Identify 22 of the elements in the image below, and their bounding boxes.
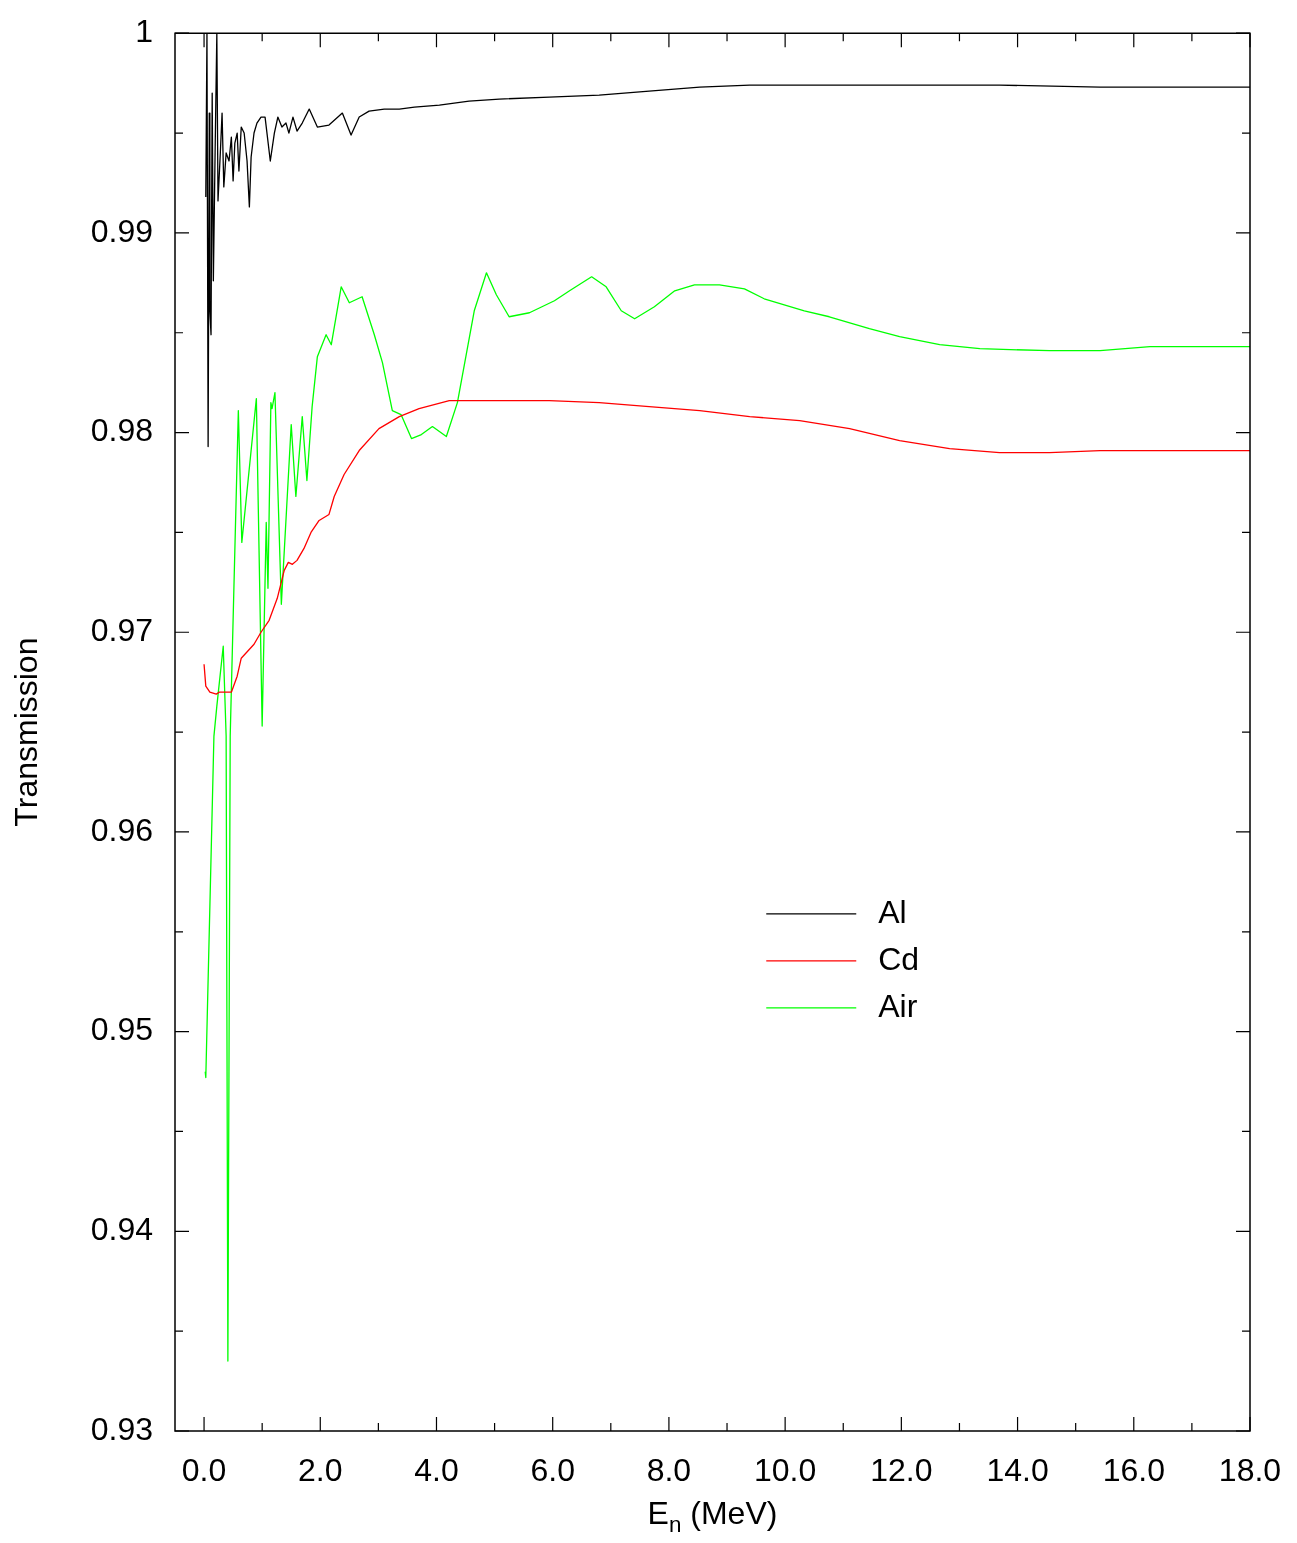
x-tick-label: 0.0 <box>181 1452 227 1489</box>
x-tick-label: 18.0 <box>1218 1452 1282 1489</box>
legend-label: Air <box>878 987 918 1024</box>
x-tick-label: 4.0 <box>414 1452 459 1489</box>
x-tick-label: 10.0 <box>753 1452 817 1489</box>
y-axis-title: Transmission <box>7 637 44 827</box>
y-tick-label: 0.99 <box>90 212 153 249</box>
legend-label: Cd <box>878 940 920 977</box>
x-tick-label: 16.0 <box>1102 1452 1165 1489</box>
x-tick-label: 14.0 <box>986 1452 1049 1489</box>
y-tick-label: 0.95 <box>90 1011 153 1048</box>
y-tick-label: 0.94 <box>90 1211 153 1248</box>
y-tick-label: 0.93 <box>90 1410 153 1447</box>
x-tick-label: 8.0 <box>646 1452 692 1489</box>
x-tick-label: 2.0 <box>298 1452 343 1489</box>
y-tick-label: 0.98 <box>90 412 153 449</box>
y-tick-label: 0.97 <box>90 612 153 649</box>
x-tick-label: 6.0 <box>530 1452 575 1489</box>
y-tick-label: 0.96 <box>90 811 153 848</box>
legend-label: Al <box>878 893 907 930</box>
y-tick-label: 1 <box>135 13 153 50</box>
x-tick-label: 12.0 <box>870 1452 933 1489</box>
